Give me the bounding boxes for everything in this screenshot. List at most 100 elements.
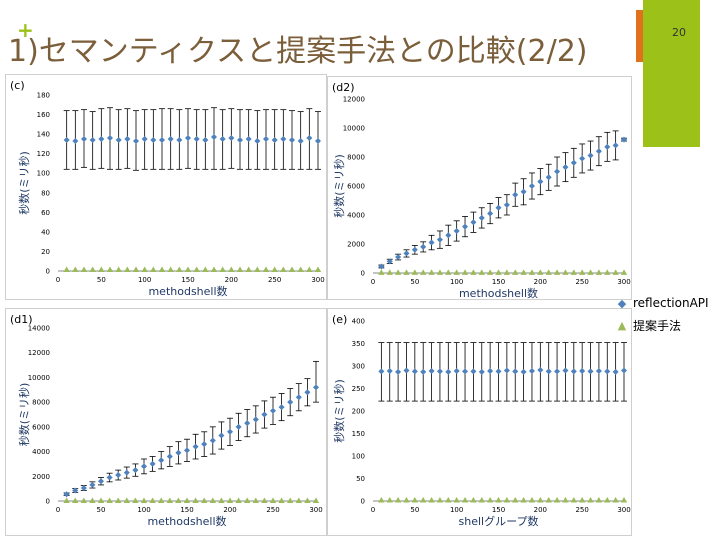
data-point-reflection xyxy=(520,188,527,195)
data-point-proposed xyxy=(167,266,174,273)
data-point-proposed xyxy=(470,269,477,275)
data-point-proposed xyxy=(411,497,419,503)
data-point-proposed xyxy=(158,497,165,503)
data-point-reflection xyxy=(570,159,577,166)
data-point-reflection xyxy=(436,368,443,375)
legend-label: 提案手法 xyxy=(633,318,682,333)
data-point-reflection xyxy=(604,143,611,150)
x-tick-label: 250 xyxy=(266,506,279,514)
y-tick-label: 14000 xyxy=(28,325,50,333)
data-point-proposed xyxy=(236,266,244,273)
data-point-proposed xyxy=(612,269,619,275)
data-point-proposed xyxy=(261,497,268,503)
data-point-proposed xyxy=(89,497,96,503)
data-point-reflection xyxy=(63,491,70,498)
data-point-reflection xyxy=(263,136,269,142)
data-point-reflection xyxy=(202,136,209,143)
data-point-reflection xyxy=(315,137,321,144)
data-point-reflection xyxy=(436,236,443,243)
data-point-reflection xyxy=(403,367,410,374)
data-point-proposed xyxy=(271,266,278,273)
data-point-proposed xyxy=(403,497,410,503)
data-point-proposed xyxy=(553,269,561,275)
data-point-proposed xyxy=(461,269,469,275)
x-tick-label: 50 xyxy=(97,276,106,284)
data-point-proposed xyxy=(106,497,113,503)
data-point-proposed xyxy=(595,497,603,503)
data-point-reflection xyxy=(495,204,502,211)
data-point-reflection xyxy=(289,136,295,143)
data-point-reflection xyxy=(411,368,418,375)
data-point-proposed xyxy=(420,497,427,503)
x-axis-label: methodshell数 xyxy=(147,515,226,528)
data-point-reflection xyxy=(512,191,519,198)
data-point-reflection xyxy=(211,134,217,141)
y-tick-label: 0 xyxy=(361,270,365,278)
data-point-reflection xyxy=(176,136,183,143)
chart-c: (c) 0 20 40 60 80 100 120 140 160 180 0 50 100 150 200 2… xyxy=(10,79,325,298)
data-point-reflection xyxy=(313,384,319,391)
data-point-reflection xyxy=(453,367,460,374)
data-point-proposed xyxy=(553,497,561,503)
data-point-proposed xyxy=(428,269,435,275)
x-tick-label: 300 xyxy=(617,278,630,286)
data-point-proposed xyxy=(403,269,410,275)
data-point-proposed xyxy=(132,266,140,273)
data-point-proposed xyxy=(183,497,191,503)
data-point-proposed xyxy=(132,497,139,503)
data-point-proposed xyxy=(587,497,594,503)
chart-legend: ◆ reflectionAPI ▲ 提案手法 xyxy=(614,292,709,336)
data-point-reflection xyxy=(150,136,157,143)
data-point-proposed xyxy=(63,497,70,503)
data-point-proposed xyxy=(63,266,70,273)
data-point-reflection xyxy=(141,463,147,470)
data-point-reflection xyxy=(420,243,427,250)
data-point-reflection xyxy=(428,367,435,374)
y-tick-label: 300 xyxy=(352,363,365,371)
data-point-proposed xyxy=(219,266,226,273)
y-tick-label: 350 xyxy=(352,340,365,348)
y-tick-label: 120 xyxy=(37,150,50,158)
x-tick-label: 100 xyxy=(138,276,151,284)
y-axis-label: 秒数(ミリ秒) xyxy=(17,151,31,215)
data-point-reflection xyxy=(545,368,552,375)
data-point-proposed xyxy=(587,269,594,275)
y-tick-label: 12000 xyxy=(28,349,50,357)
x-axis-label: shellグループ数 xyxy=(459,514,539,528)
data-point-reflection xyxy=(193,136,200,142)
y-axis-label: 秒数(ミリ秒) xyxy=(17,383,31,447)
page-number: 20 xyxy=(672,26,686,39)
data-point-reflection xyxy=(141,136,148,142)
data-point-proposed xyxy=(80,266,88,273)
data-point-proposed xyxy=(545,269,552,275)
data-point-proposed xyxy=(306,266,313,273)
data-point-proposed xyxy=(295,497,302,503)
y-tick-label: 80 xyxy=(41,189,50,197)
data-point-proposed xyxy=(297,266,304,273)
chart-panel-d2: (d2) 0 2000 4000 6000 8000 10000 12000 0 50 100 150… xyxy=(327,76,632,300)
data-point-reflection xyxy=(579,367,586,374)
data-point-proposed xyxy=(72,497,79,503)
data-point-reflection xyxy=(487,367,494,374)
data-point-proposed xyxy=(470,497,477,503)
x-axis-label: methodshell数 xyxy=(148,285,227,298)
chart-d2: (d2) 0 2000 4000 6000 8000 10000 12000 0 50 100 150… xyxy=(332,81,631,299)
legend-label: reflectionAPI xyxy=(633,296,709,310)
data-point-proposed xyxy=(158,266,166,273)
data-point-proposed xyxy=(269,497,277,503)
data-point-proposed xyxy=(115,266,122,273)
data-point-reflection xyxy=(587,152,594,159)
data-point-reflection xyxy=(403,250,410,257)
x-tick-label: 200 xyxy=(534,278,547,286)
data-point-reflection xyxy=(545,174,552,181)
y-tick-label: 50 xyxy=(356,475,365,483)
data-point-reflection xyxy=(244,420,251,427)
data-point-proposed xyxy=(97,497,105,503)
y-tick-label: 40 xyxy=(41,228,50,236)
data-point-reflection xyxy=(395,254,402,261)
data-point-reflection xyxy=(132,467,139,474)
data-point-reflection xyxy=(159,136,165,143)
data-point-proposed xyxy=(612,497,619,503)
diamond-icon: ◆ xyxy=(617,296,627,310)
x-tick-label: 150 xyxy=(492,506,505,514)
